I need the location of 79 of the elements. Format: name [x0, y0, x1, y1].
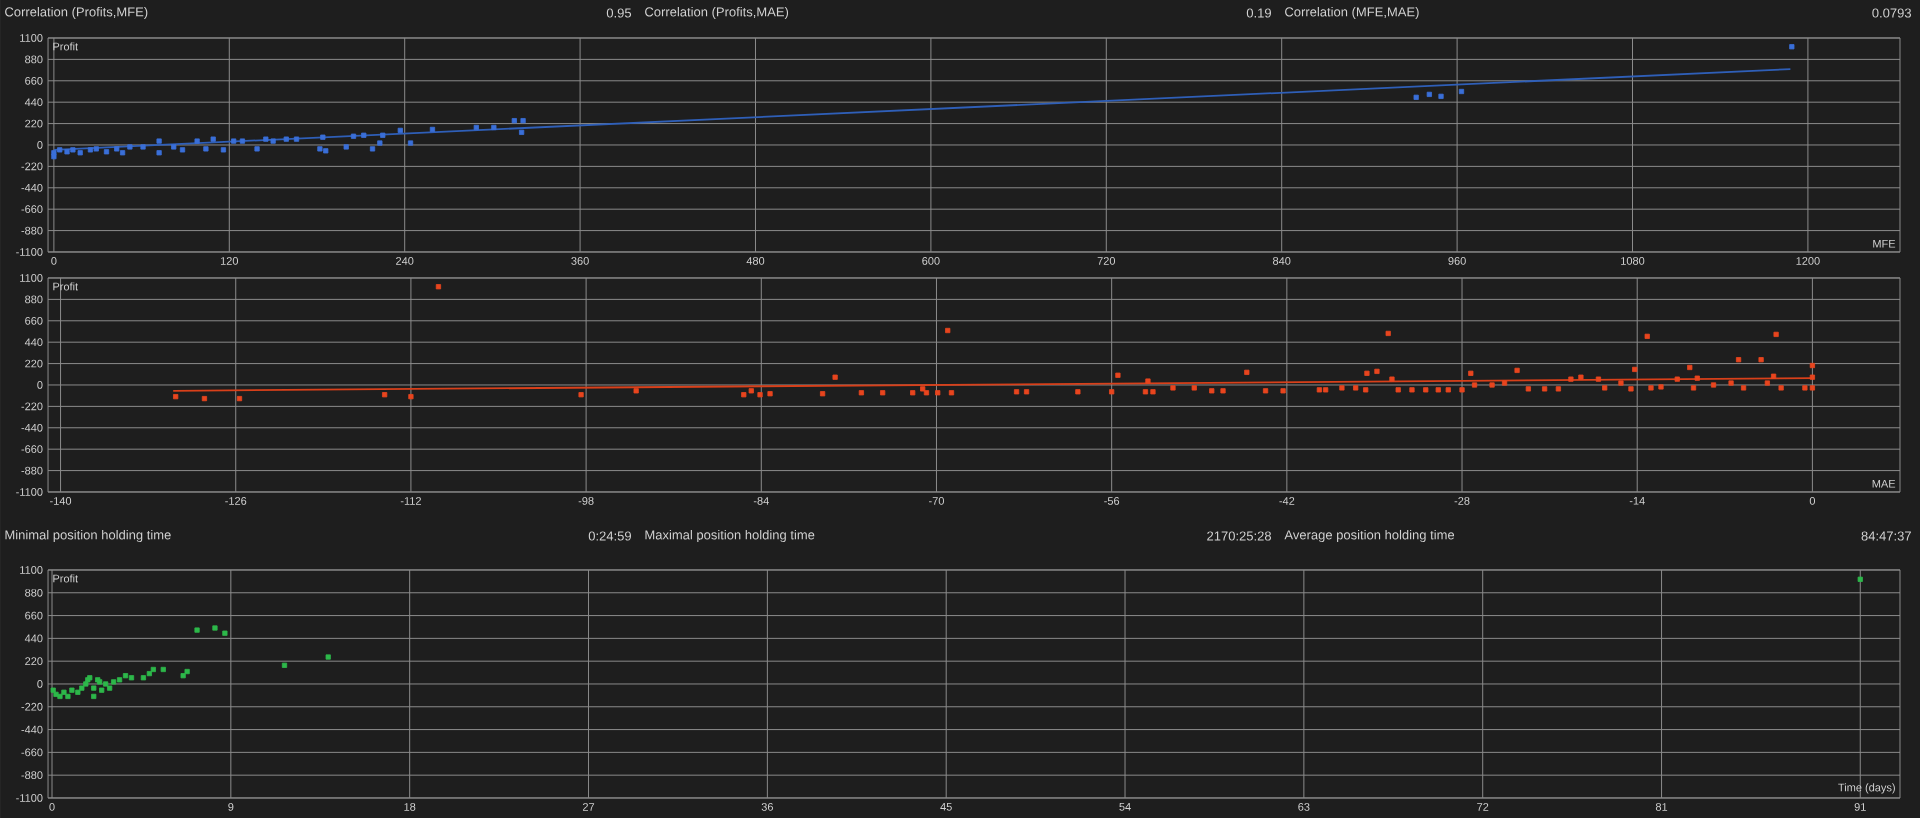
- point: [64, 149, 70, 155]
- point: [103, 681, 109, 687]
- point: [83, 681, 89, 687]
- point: [212, 625, 218, 631]
- point: [184, 668, 190, 675]
- point: [156, 138, 162, 144]
- point: [194, 627, 200, 633]
- point: [53, 691, 59, 697]
- point: [519, 129, 525, 135]
- point: [61, 689, 67, 695]
- point: [283, 136, 289, 142]
- point: [350, 133, 357, 139]
- point: [1413, 94, 1419, 100]
- point: [50, 687, 56, 693]
- point: [51, 150, 57, 156]
- point: [107, 685, 113, 691]
- point: [79, 685, 85, 691]
- point: [317, 146, 323, 152]
- point: [1857, 576, 1863, 582]
- point: [99, 687, 105, 693]
- point: [239, 138, 246, 144]
- point: [179, 147, 186, 153]
- point: [57, 693, 63, 700]
- point: [91, 693, 97, 700]
- point: [77, 150, 83, 156]
- point: [397, 127, 403, 133]
- point: [343, 144, 349, 150]
- point: [429, 126, 436, 133]
- point: [320, 134, 326, 140]
- point: [114, 146, 120, 152]
- point: [65, 693, 71, 700]
- point: [75, 689, 81, 695]
- point: [119, 150, 126, 156]
- point: [323, 148, 329, 154]
- point: [91, 685, 97, 691]
- point: [128, 675, 135, 681]
- point: [369, 146, 376, 152]
- point: [171, 144, 177, 150]
- point: [111, 679, 117, 685]
- point: [69, 687, 75, 693]
- point: [222, 630, 228, 636]
- point: [361, 132, 367, 138]
- point: [210, 136, 216, 142]
- point: [407, 140, 414, 146]
- point: [103, 149, 110, 155]
- point: [156, 150, 162, 156]
- point: [116, 677, 123, 683]
- point: [473, 124, 479, 131]
- point: [87, 147, 94, 153]
- point: [122, 673, 129, 679]
- point: [127, 144, 133, 150]
- point: [263, 136, 269, 142]
- point: [194, 138, 200, 144]
- point: [150, 666, 156, 673]
- point: [1426, 91, 1432, 97]
- point: [1789, 44, 1795, 50]
- point: [93, 146, 99, 152]
- point: [380, 132, 386, 138]
- point: [1438, 93, 1444, 99]
- point: [377, 140, 383, 146]
- point: [180, 673, 186, 679]
- point: [254, 146, 260, 152]
- point: [140, 675, 147, 681]
- point: [491, 124, 497, 131]
- point: [270, 138, 276, 144]
- point: [51, 154, 57, 160]
- point: [511, 118, 517, 124]
- point: [220, 147, 227, 153]
- point: [325, 654, 331, 660]
- point: [293, 136, 300, 142]
- point: [1458, 88, 1465, 95]
- point: [160, 666, 166, 673]
- point: [520, 118, 526, 124]
- point: [140, 144, 146, 150]
- point: [203, 146, 209, 152]
- point: [281, 662, 288, 668]
- point: [57, 147, 63, 153]
- point: [231, 138, 237, 144]
- point: [70, 147, 76, 153]
